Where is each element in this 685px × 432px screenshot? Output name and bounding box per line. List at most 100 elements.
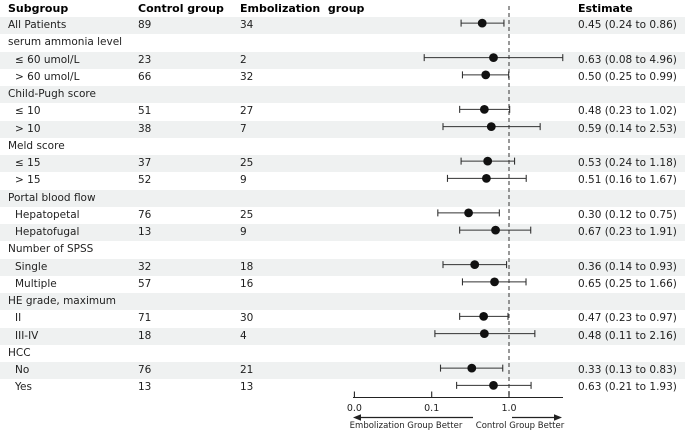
subgroup-label: All Patients — [8, 19, 67, 31]
control-count: 89 — [138, 19, 152, 31]
column-header-control-group: Control group — [138, 2, 224, 15]
estimate-value: 0.30 (0.12 to 0.75) — [578, 208, 677, 221]
estimate-value: 0.67 (0.23 to 1.91) — [578, 226, 677, 238]
subgroup-label: Number of SPSS — [8, 243, 94, 256]
table-header: Subgroup Control group Embolization grou… — [0, 0, 685, 17]
x-axis-tick-label: 0.1 — [424, 403, 439, 414]
group-header-row: HCC — [0, 345, 685, 362]
control-count: 57 — [138, 277, 152, 290]
control-count: 37 — [138, 157, 152, 169]
right-direction-label: Control Group Better — [476, 421, 565, 431]
control-count: 52 — [138, 174, 152, 187]
estimate-value: 0.48 (0.11 to 2.16) — [578, 329, 677, 342]
control-count: 18 — [138, 329, 152, 342]
estimate-value: 0.63 (0.08 to 4.96) — [578, 53, 677, 66]
subgroup-label: ≤ 60 umol/L — [15, 53, 80, 66]
group-header-row: HE grade, maximum — [0, 293, 685, 311]
control-count: 66 — [138, 70, 152, 83]
subgroup-label: > 15 — [15, 174, 41, 187]
subgroup-row: ≤ 60 umol/L 23 2 0.63 (0.08 to 4.96) — [0, 51, 685, 69]
embolization-count: 2 — [240, 53, 247, 66]
estimate-value: 0.63 (0.21 to 1.93) — [578, 381, 677, 394]
estimate-value: 0.65 (0.25 to 1.66) — [578, 277, 677, 290]
subgroup-label: Multiple — [15, 277, 57, 290]
subgroup-label: ≤ 10 — [15, 105, 41, 118]
left-direction-label: Embolization Group Better — [350, 421, 463, 431]
subgroup-label: III-IV — [15, 329, 39, 342]
embolization-count: 30 — [240, 312, 254, 325]
x-axis-tick-label: 1.0 — [501, 403, 516, 414]
subgroup-row: Single 32 18 0.36 (0.14 to 0.93) — [0, 258, 685, 276]
subgroup-label: Hepatofugal — [15, 226, 80, 238]
estimate-value: 0.50 (0.25 to 0.99) — [578, 70, 677, 83]
subgroup-label: serum ammonia level — [8, 36, 123, 49]
subgroup-row: II 71 30 0.47 (0.23 to 0.97) — [0, 310, 685, 327]
subgroup-label: Portal blood flow — [8, 191, 96, 204]
subgroup-row: III-IV 18 4 0.48 (0.11 to 2.16) — [0, 327, 685, 345]
subgroup-row: > 60 umol/L 66 32 0.50 (0.25 to 0.99) — [0, 69, 685, 86]
column-header-embolization-group: Embolization group — [240, 2, 365, 15]
subgroup-label: No — [15, 364, 30, 376]
control-count: 76 — [138, 208, 152, 221]
estimate-value: 0.48 (0.23 to 1.02) — [578, 105, 677, 118]
embolization-count: 16 — [240, 277, 254, 290]
estimate-value: 0.36 (0.14 to 0.93) — [578, 260, 677, 273]
estimate-value: 0.47 (0.23 to 0.97) — [578, 312, 677, 325]
estimate-value: 0.59 (0.14 to 2.53) — [578, 122, 677, 135]
subgroup-row: All Patients 89 34 0.45 (0.24 to 0.86) — [0, 17, 685, 35]
subgroup-row: > 15 52 9 0.51 (0.16 to 1.67) — [0, 172, 685, 189]
group-header-row: Meld score — [0, 138, 685, 155]
group-header-row: Portal blood flow — [0, 189, 685, 207]
group-header-row: serum ammonia level — [0, 34, 685, 51]
subgroup-row: Hepatopetal 76 25 0.30 (0.12 to 0.75) — [0, 207, 685, 224]
subgroup-label: > 10 — [15, 122, 41, 135]
embolization-count: 25 — [240, 157, 254, 169]
subgroup-row: ≤ 10 51 27 0.48 (0.23 to 1.02) — [0, 103, 685, 120]
subgroup-label: Single — [15, 260, 48, 273]
control-count: 23 — [138, 53, 152, 66]
estimate-value: 0.45 (0.24 to 0.86) — [578, 19, 677, 31]
subgroup-label: II — [15, 312, 22, 325]
subgroup-row: Hepatofugal 13 9 0.67 (0.23 to 1.91) — [0, 224, 685, 242]
control-count: 76 — [138, 364, 152, 376]
subgroup-label: Yes — [15, 381, 32, 394]
embolization-count: 7 — [240, 122, 247, 135]
embolization-count: 13 — [240, 381, 254, 394]
subgroup-label: Meld score — [8, 139, 65, 152]
subgroup-label: Child-Pugh score — [8, 88, 96, 100]
column-header-subgroup: Subgroup — [8, 2, 69, 15]
estimate-value: 0.33 (0.13 to 0.83) — [578, 364, 677, 376]
subgroup-label: > 60 umol/L — [15, 70, 80, 83]
embolization-count: 9 — [240, 174, 247, 187]
right-arrow-head — [554, 414, 562, 421]
embolization-count: 21 — [240, 364, 254, 376]
embolization-count: 4 — [240, 329, 247, 342]
control-count: 13 — [138, 226, 152, 238]
embolization-count: 9 — [240, 226, 247, 238]
column-header-estimate: Estimate — [578, 2, 633, 15]
embolization-count: 32 — [240, 70, 254, 83]
embolization-count: 27 — [240, 105, 254, 118]
subgroup-row: > 10 38 7 0.59 (0.14 to 2.53) — [0, 120, 685, 138]
group-header-row: Child-Pugh score — [0, 86, 685, 104]
subgroup-label: HE grade, maximum — [8, 295, 116, 307]
subgroup-row: ≤ 15 37 25 0.53 (0.24 to 1.18) — [0, 155, 685, 173]
estimate-value: 0.51 (0.16 to 1.67) — [578, 174, 677, 187]
estimate-value: 0.53 (0.24 to 1.18) — [578, 157, 677, 169]
control-count: 32 — [138, 260, 152, 273]
control-count: 13 — [138, 381, 152, 394]
control-count: 51 — [138, 105, 152, 118]
left-arrow-head — [353, 414, 361, 421]
control-count: 38 — [138, 122, 152, 135]
x-axis-tick-label: 0.0 — [347, 403, 362, 414]
subgroup-label: ≤ 15 — [15, 157, 41, 169]
subgroup-row: Multiple 57 16 0.65 (0.25 to 1.66) — [0, 276, 685, 293]
embolization-count: 34 — [240, 19, 254, 31]
subgroup-row: No 76 21 0.33 (0.13 to 0.83) — [0, 362, 685, 380]
control-count: 71 — [138, 312, 152, 325]
subgroup-label: HCC — [8, 346, 31, 359]
subgroup-row: Yes 13 13 0.63 (0.21 to 1.93) — [0, 379, 685, 396]
subgroup-label: Hepatopetal — [15, 208, 80, 221]
embolization-count: 18 — [240, 260, 254, 273]
